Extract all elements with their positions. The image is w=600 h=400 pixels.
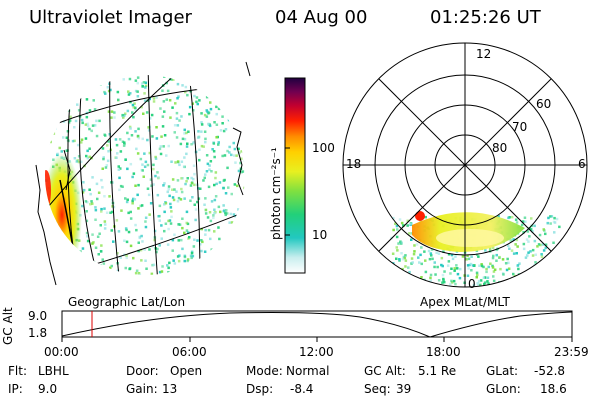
xtick-1800: 18:00 (426, 345, 461, 359)
altitude-ylabel: GC Alt (1, 307, 15, 345)
colorbar-tick-10: 10 (312, 228, 328, 242)
mlt-label-6: 6 (578, 157, 586, 171)
xtick-1200: 12:00 (299, 345, 334, 359)
mlt-label-0: 0 (468, 277, 476, 291)
altitude-plot (61, 310, 573, 342)
info-gain-value: 13 (162, 382, 178, 396)
info-ip-value: 9.0 (38, 382, 58, 396)
polar-plot (342, 42, 588, 288)
info-glat-value: -52.8 (534, 364, 566, 378)
info-flt-key: Flt: (8, 364, 27, 378)
info-door-value: Open (170, 364, 203, 378)
info-door-key: Door: (126, 364, 159, 378)
info-seq-key: Seq: (364, 382, 391, 396)
lat-label-70: 70 (512, 120, 528, 134)
info-ip-key: IP: (8, 382, 23, 396)
altitude-ytick-low: 1.8 (28, 326, 48, 340)
info-gain-key: Gain: (126, 382, 158, 396)
colorbar-gradient (284, 77, 306, 274)
lat-label-60: 60 (536, 97, 552, 111)
info-mode-key: Mode: (246, 364, 283, 378)
info-glat-key: GLat: (486, 364, 519, 378)
time-label: 01:25:26 UT (430, 7, 541, 28)
mlt-label-18: 18 (346, 157, 362, 171)
info-seq-value: 39 (396, 382, 412, 396)
colorbar-unit-label: photon cm⁻²s⁻¹ (269, 147, 283, 240)
altitude-curve (61, 311, 573, 338)
geo-aurora-band (45, 153, 82, 275)
mlt-label-12: 12 (476, 47, 492, 61)
info-mode-value: Normal (286, 364, 330, 378)
polar-panel-label: Apex MLat/MLT (420, 295, 510, 309)
info-glon-value: 18.6 (540, 382, 567, 396)
colorbar (284, 77, 306, 274)
altitude-ytick-high: 9.0 (28, 309, 48, 323)
info-gcalt-key: GC Alt: (364, 364, 406, 378)
xtick-2359: 23:59 (554, 345, 589, 359)
info-dsp-key: Dsp: (246, 382, 274, 396)
instrument-title: Ultraviolet Imager (29, 7, 192, 28)
geographic-image (35, 61, 251, 286)
geographic-panel-label: Geographic Lat/Lon (68, 295, 186, 309)
info-dsp-value: -8.4 (290, 382, 314, 396)
date-label: 04 Aug 00 (275, 7, 368, 28)
xtick-0000: 00:00 (44, 345, 79, 359)
colorbar-tick-100: 100 (312, 141, 335, 155)
info-glon-key: GLon: (486, 382, 521, 396)
info-flt-value: LBHL (38, 364, 69, 378)
lat-label-80: 80 (492, 141, 508, 155)
info-gcalt-value: 5.1 Re (418, 364, 457, 378)
xtick-0600: 06:00 (172, 345, 207, 359)
